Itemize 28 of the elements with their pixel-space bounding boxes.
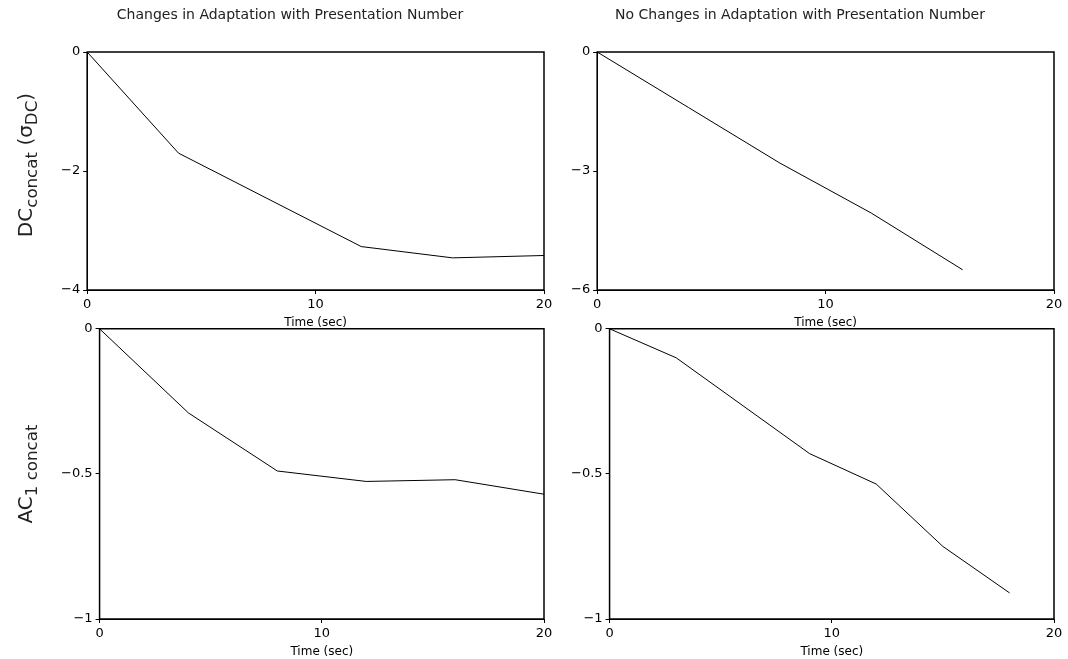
x-axis-title: Time (sec) (799, 643, 864, 658)
y-tick-label: −2 (60, 162, 81, 178)
y-tick-label: −0.5 (570, 465, 603, 481)
y-tick-label: −3 (570, 162, 591, 178)
x-tick-label: 10 (313, 625, 331, 641)
y-tick-label: 0 (594, 320, 603, 336)
x-tick-label: 20 (535, 625, 553, 641)
x-axis-title: Time (sec) (283, 314, 347, 329)
x-tick-label: 0 (605, 625, 614, 641)
chart-title: No Changes in Adaptation with Presentation Number (614, 6, 986, 22)
x-tick-label: 10 (817, 296, 834, 312)
x-axis-title: Time (sec) (289, 643, 354, 658)
y-tick-label: 0 (71, 43, 81, 59)
x-tick-label: 0 (95, 625, 104, 641)
x-tick-label: 20 (1045, 296, 1063, 312)
y-tick-label: −4 (60, 281, 81, 297)
y-tick-label: 0 (581, 43, 591, 59)
x-tick-label: 10 (823, 625, 841, 641)
y-tick-label: 0 (84, 320, 93, 336)
x-axis-title: Time (sec) (793, 314, 857, 329)
chart-title: Changes in Adaptation with Presentation Number (115, 6, 465, 22)
x-tick-label: 20 (535, 296, 553, 312)
y-tick-label: −1 (583, 610, 603, 626)
x-tick-label: 10 (307, 296, 324, 312)
y-tick-label: −1 (73, 610, 93, 626)
x-tick-label: 20 (1045, 625, 1063, 641)
y-tick-label: −6 (570, 281, 591, 297)
y-tick-label: −0.5 (60, 465, 93, 481)
